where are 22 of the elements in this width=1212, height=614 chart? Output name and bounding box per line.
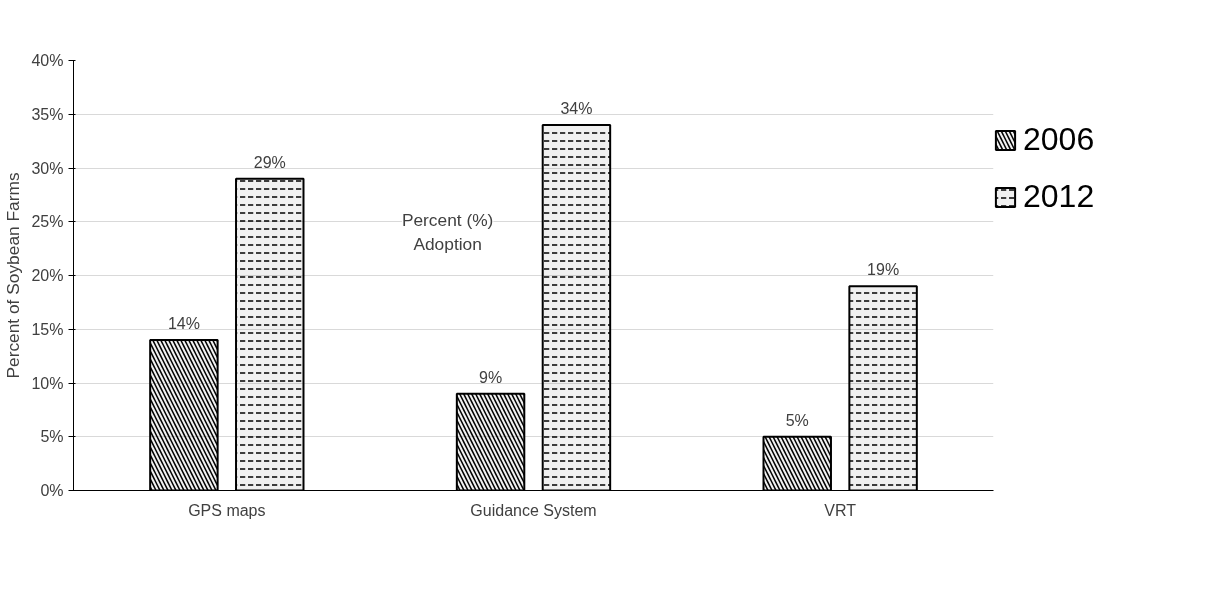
data-label: 5% [785,411,809,429]
y-tick-label: 10% [31,374,64,392]
x-tick-label: GPS maps [188,501,266,519]
y-tick-label: 25% [31,213,64,231]
y-tick-label: 5% [40,428,64,446]
y-tick-label: 40% [31,52,64,69]
x-tick-label: VRT [824,501,857,519]
y-axis-title: Percent of Soybean Farms [3,172,24,379]
y-tick-label: 15% [31,320,64,338]
data-label: 29% [253,153,286,171]
legend-label: 2006 [1023,121,1095,158]
legend-label: 2012 [1023,178,1095,215]
data-label: 9% [479,368,503,386]
x-tick-label: Guidance System [470,501,597,519]
data-label: 14% [167,315,200,332]
y-tick-label: 0% [40,482,64,499]
y-tick-label: 35% [31,105,64,123]
annotation: Percent (%) Adoption [401,210,494,254]
data-label: 34% [560,100,593,117]
y-tick-label: 30% [31,159,64,177]
data-label: 19% [867,261,900,279]
y-tick-label: 20% [31,267,64,284]
